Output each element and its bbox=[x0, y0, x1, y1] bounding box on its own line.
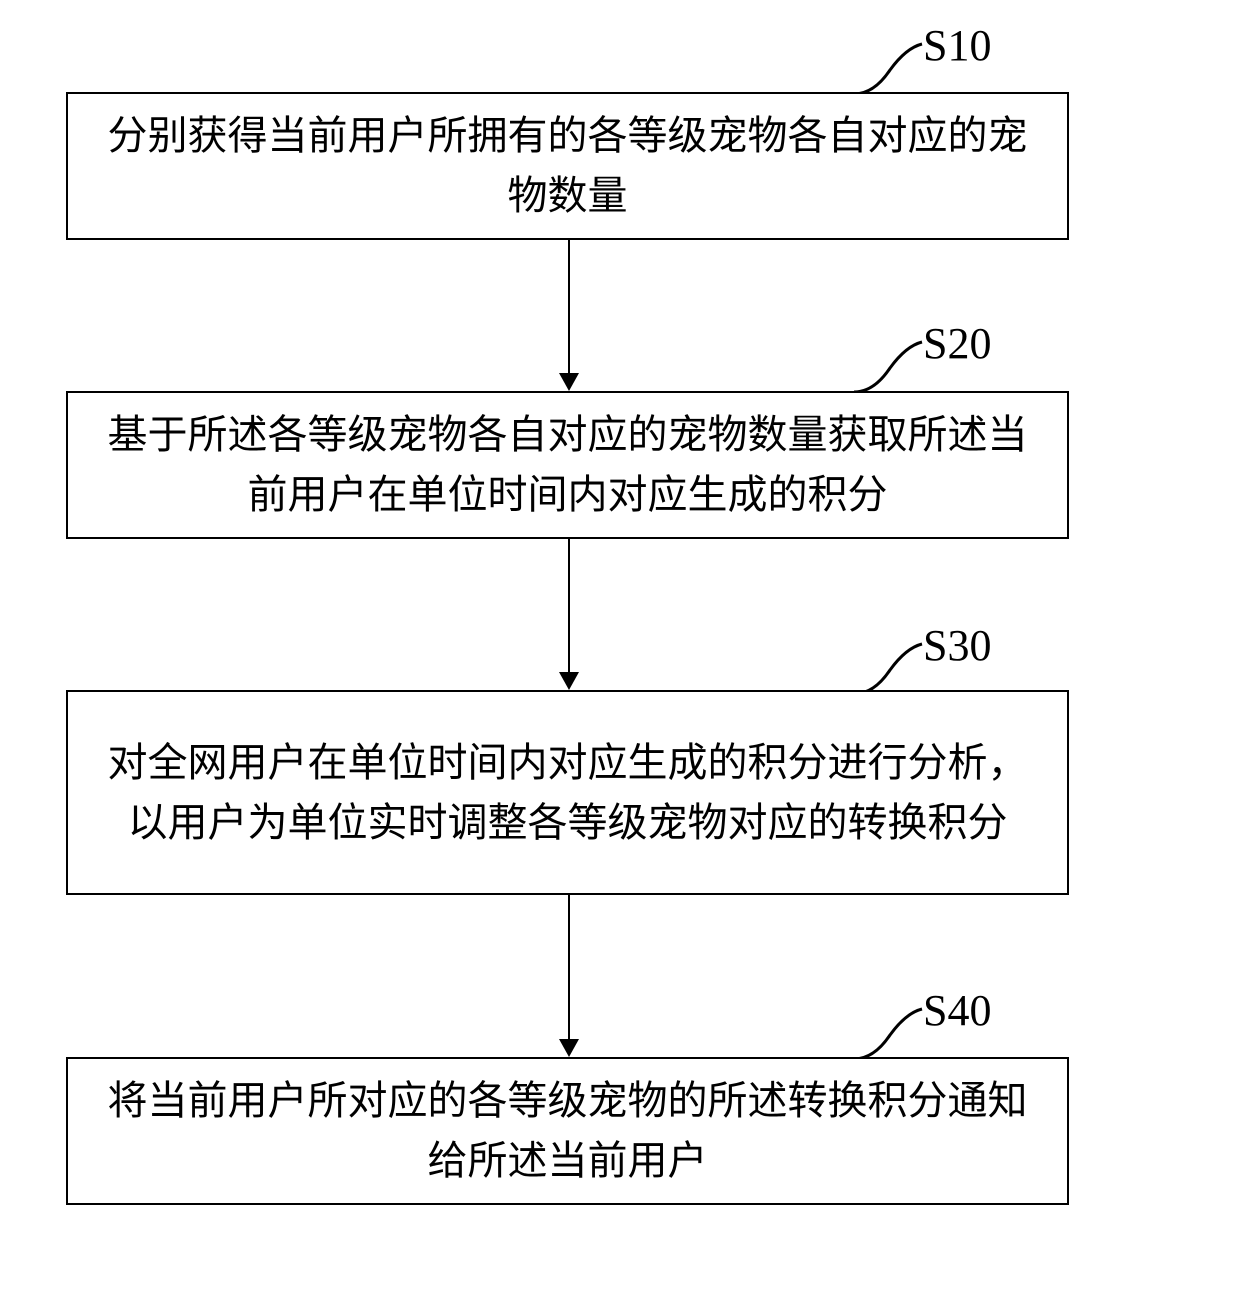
step-label-s30: S30 bbox=[923, 620, 991, 671]
step-label-text: S10 bbox=[923, 21, 991, 70]
label-connector-s10 bbox=[854, 40, 924, 96]
label-connector-s30 bbox=[854, 640, 924, 696]
label-connector-s20 bbox=[854, 338, 924, 394]
arrow-s20-s30 bbox=[568, 539, 570, 672]
step-text: 基于所述各等级宠物各自对应的宠物数量获取所述当前用户在单位时间内对应生成的积分 bbox=[88, 405, 1047, 525]
step-text: 分别获得当前用户所拥有的各等级宠物各自对应的宠物数量 bbox=[88, 106, 1047, 226]
step-box-s30: 对全网用户在单位时间内对应生成的积分进行分析，以用户为单位实时调整各等级宠物对应… bbox=[66, 690, 1069, 895]
step-label-s20: S20 bbox=[923, 318, 991, 369]
step-box-s40: 将当前用户所对应的各等级宠物的所述转换积分通知给所述当前用户 bbox=[66, 1057, 1069, 1205]
arrow-s30-s40 bbox=[568, 895, 570, 1039]
arrow-head-s30-s40 bbox=[559, 1039, 579, 1057]
step-label-text: S40 bbox=[923, 986, 991, 1035]
step-label-s10: S10 bbox=[923, 20, 991, 71]
arrow-s10-s20 bbox=[568, 240, 570, 373]
label-connector-s40 bbox=[854, 1005, 924, 1061]
step-text: 对全网用户在单位时间内对应生成的积分进行分析，以用户为单位实时调整各等级宠物对应… bbox=[88, 733, 1047, 853]
step-label-text: S20 bbox=[923, 319, 991, 368]
flowchart-canvas: S10 分别获得当前用户所拥有的各等级宠物各自对应的宠物数量 S20 基于所述各… bbox=[0, 0, 1240, 1311]
arrow-head-s20-s30 bbox=[559, 672, 579, 690]
step-text: 将当前用户所对应的各等级宠物的所述转换积分通知给所述当前用户 bbox=[88, 1071, 1047, 1191]
step-box-s10: 分别获得当前用户所拥有的各等级宠物各自对应的宠物数量 bbox=[66, 92, 1069, 240]
step-label-text: S30 bbox=[923, 621, 991, 670]
step-box-s20: 基于所述各等级宠物各自对应的宠物数量获取所述当前用户在单位时间内对应生成的积分 bbox=[66, 391, 1069, 539]
arrow-head-s10-s20 bbox=[559, 373, 579, 391]
step-label-s40: S40 bbox=[923, 985, 991, 1036]
